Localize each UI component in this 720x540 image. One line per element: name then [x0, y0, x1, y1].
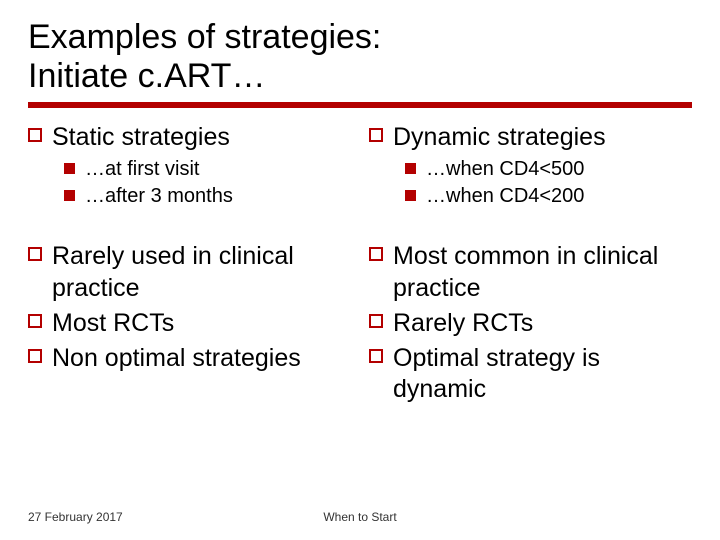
slide-title: Examples of strategies: Initiate c.ART… — [28, 18, 692, 96]
right-heading: Dynamic strategies — [393, 122, 606, 153]
left-item-1: Rarely used in clinical practice — [52, 241, 351, 304]
left-sub-item: …after 3 months — [64, 184, 351, 209]
right-item-3: Optimal strategy is dynamic — [393, 343, 692, 406]
hollow-square-icon — [28, 128, 42, 142]
solid-square-icon — [64, 163, 75, 174]
hollow-square-icon — [28, 314, 42, 328]
right-sub-item: …when CD4<500 — [405, 157, 692, 182]
left-item: Most RCTs — [28, 308, 351, 339]
hollow-square-icon — [369, 314, 383, 328]
right-sub-item: …when CD4<200 — [405, 184, 692, 209]
left-column: Static strategies …at first visit …after… — [28, 122, 351, 410]
right-column: Dynamic strategies …when CD4<500 …when C… — [369, 122, 692, 410]
left-item-3: Non optimal strategies — [52, 343, 301, 374]
spacer — [369, 211, 692, 241]
solid-square-icon — [405, 190, 416, 201]
right-sub-1: …when CD4<500 — [426, 157, 584, 182]
solid-square-icon — [405, 163, 416, 174]
title-rule — [28, 102, 692, 108]
title-line-2: Initiate c.ART… — [28, 57, 265, 95]
solid-square-icon — [64, 190, 75, 201]
content-columns: Static strategies …at first visit …after… — [28, 122, 692, 410]
right-item: Most common in clinical practice — [369, 241, 692, 304]
left-item-2: Most RCTs — [52, 308, 174, 339]
left-sub-1: …at first visit — [85, 157, 199, 182]
hollow-square-icon — [28, 247, 42, 261]
right-item: Optimal strategy is dynamic — [369, 343, 692, 406]
left-item: Non optimal strategies — [28, 343, 351, 374]
hollow-square-icon — [28, 349, 42, 363]
hollow-square-icon — [369, 247, 383, 261]
right-sub-2: …when CD4<200 — [426, 184, 584, 209]
right-heading-item: Dynamic strategies — [369, 122, 692, 153]
title-line-1: Examples of strategies: — [28, 18, 381, 56]
slide-footer: 27 February 2017 When to Start — [28, 510, 692, 524]
left-heading-item: Static strategies — [28, 122, 351, 153]
slide: Examples of strategies: Initiate c.ART… … — [0, 0, 720, 540]
hollow-square-icon — [369, 128, 383, 142]
right-item: Rarely RCTs — [369, 308, 692, 339]
footer-center: When to Start — [323, 510, 396, 524]
left-heading: Static strategies — [52, 122, 230, 153]
spacer — [28, 211, 351, 241]
left-sub-item: …at first visit — [64, 157, 351, 182]
right-item-2: Rarely RCTs — [393, 308, 533, 339]
hollow-square-icon — [369, 349, 383, 363]
footer-date: 27 February 2017 — [28, 510, 123, 524]
left-item: Rarely used in clinical practice — [28, 241, 351, 304]
left-sub-2: …after 3 months — [85, 184, 233, 209]
right-item-1: Most common in clinical practice — [393, 241, 692, 304]
